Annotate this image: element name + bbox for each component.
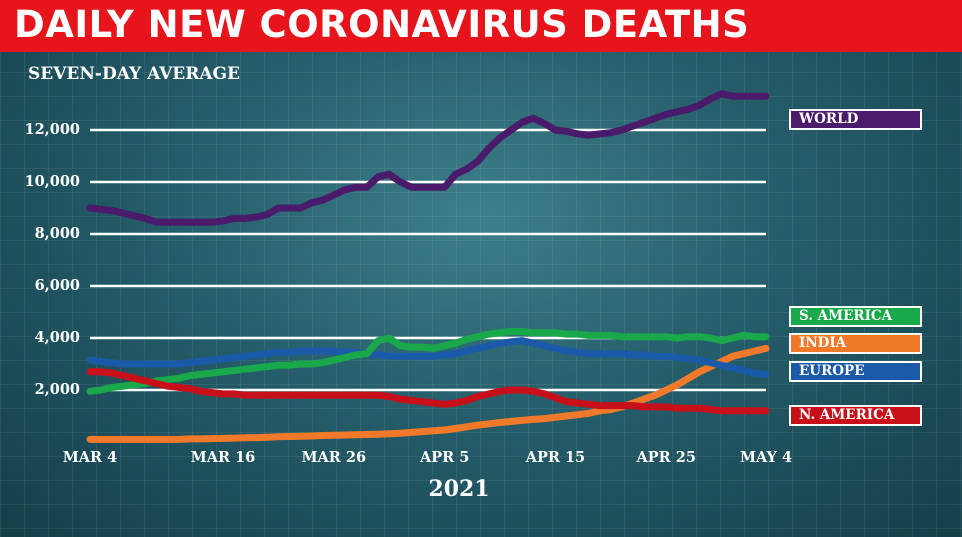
legend-india: INDIA <box>789 333 922 354</box>
chart-subtitle: SEVEN-DAY AVERAGE <box>28 64 241 84</box>
x-tick-label: MAR 16 <box>190 449 256 466</box>
y-tick-label: 2,000 <box>34 381 80 398</box>
legend-s-america: S. AMERICA <box>789 306 922 327</box>
x-tick-label: MAY 4 <box>739 449 793 466</box>
legend-world: WORLD <box>789 109 922 130</box>
europe-line <box>86 337 770 378</box>
legend-europe: EUROPE <box>789 361 922 382</box>
x-tick-label: APR 15 <box>525 449 586 466</box>
x-tick-label: APR 5 <box>419 449 470 466</box>
n-america-line <box>86 368 770 415</box>
s-america-line <box>86 328 770 395</box>
x-tick-label: MAR 26 <box>301 449 367 466</box>
y-tick-label: 10,000 <box>24 173 81 190</box>
india-line <box>86 344 770 443</box>
page-title: DAILY NEW CORONAVIRUS DEATHS <box>14 3 750 46</box>
y-tick-label: 8,000 <box>34 225 80 242</box>
world-line <box>86 90 770 226</box>
x-axis-title: 2021 <box>428 476 490 502</box>
title-banner: DAILY NEW CORONAVIRUS DEATHS <box>0 0 962 52</box>
y-tick-label: 12,000 <box>24 121 81 138</box>
x-tick-label: APR 25 <box>636 449 696 466</box>
y-tick-label: 6,000 <box>34 277 80 294</box>
y-tick-label: 4,000 <box>34 329 80 346</box>
series-lines <box>86 90 770 443</box>
legend-n-america: N. AMERICA <box>789 405 922 426</box>
x-tick-label: MAR 4 <box>62 449 118 466</box>
